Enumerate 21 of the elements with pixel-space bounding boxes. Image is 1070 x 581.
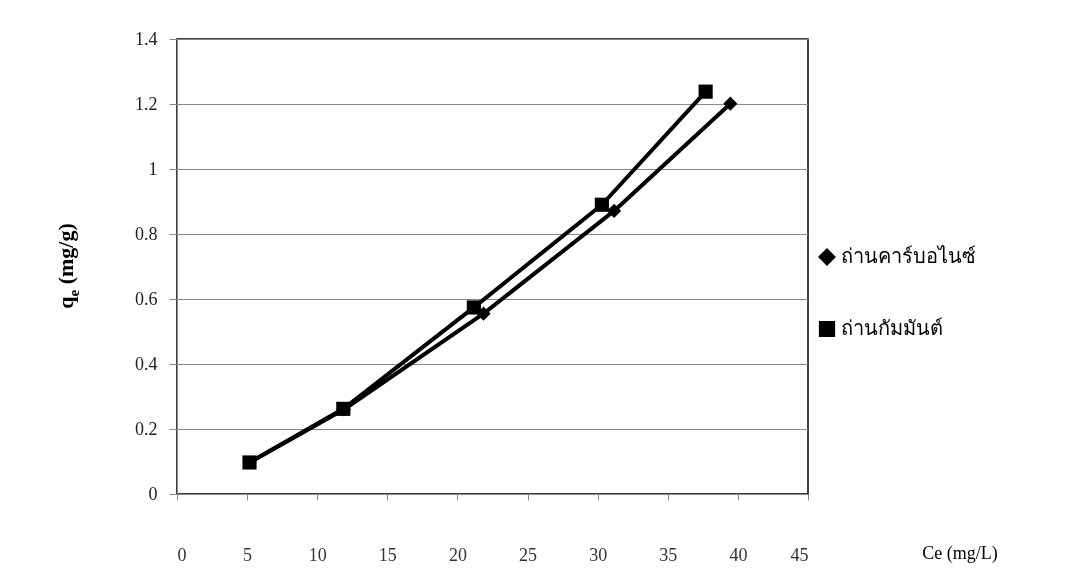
y-tick-label: 0 — [148, 483, 158, 504]
y-tick-label: 0.4 — [135, 353, 158, 374]
legend-label: ถ่านคาร์บอไนซ์ — [841, 245, 976, 267]
y-tick-label: 0.6 — [135, 288, 158, 309]
x-tick-label: 15 — [378, 544, 397, 565]
x-tick-label: 25 — [519, 544, 538, 565]
legend-label: ถ่านกัมมันต์ — [841, 317, 943, 339]
y-tick-label: 0.2 — [135, 418, 158, 439]
y-tick-label: 1 — [148, 158, 158, 179]
x-tick-label: 0 — [177, 544, 187, 565]
x-tick-label: 40 — [729, 544, 748, 565]
x-tick-label: 35 — [659, 544, 678, 565]
text: Ce (mg/L) — [922, 542, 998, 563]
y-tick-label: 1.4 — [135, 28, 158, 49]
x-tick-label: 45 — [790, 544, 809, 565]
x-tick-label: 5 — [243, 544, 253, 565]
x-tick-label: 10 — [308, 544, 327, 565]
x-tick-label: 30 — [589, 544, 608, 565]
x-tick-label: 20 — [448, 544, 467, 565]
y-tick-label: 0.8 — [135, 223, 158, 244]
y-tick-label: 1.2 — [135, 93, 158, 114]
